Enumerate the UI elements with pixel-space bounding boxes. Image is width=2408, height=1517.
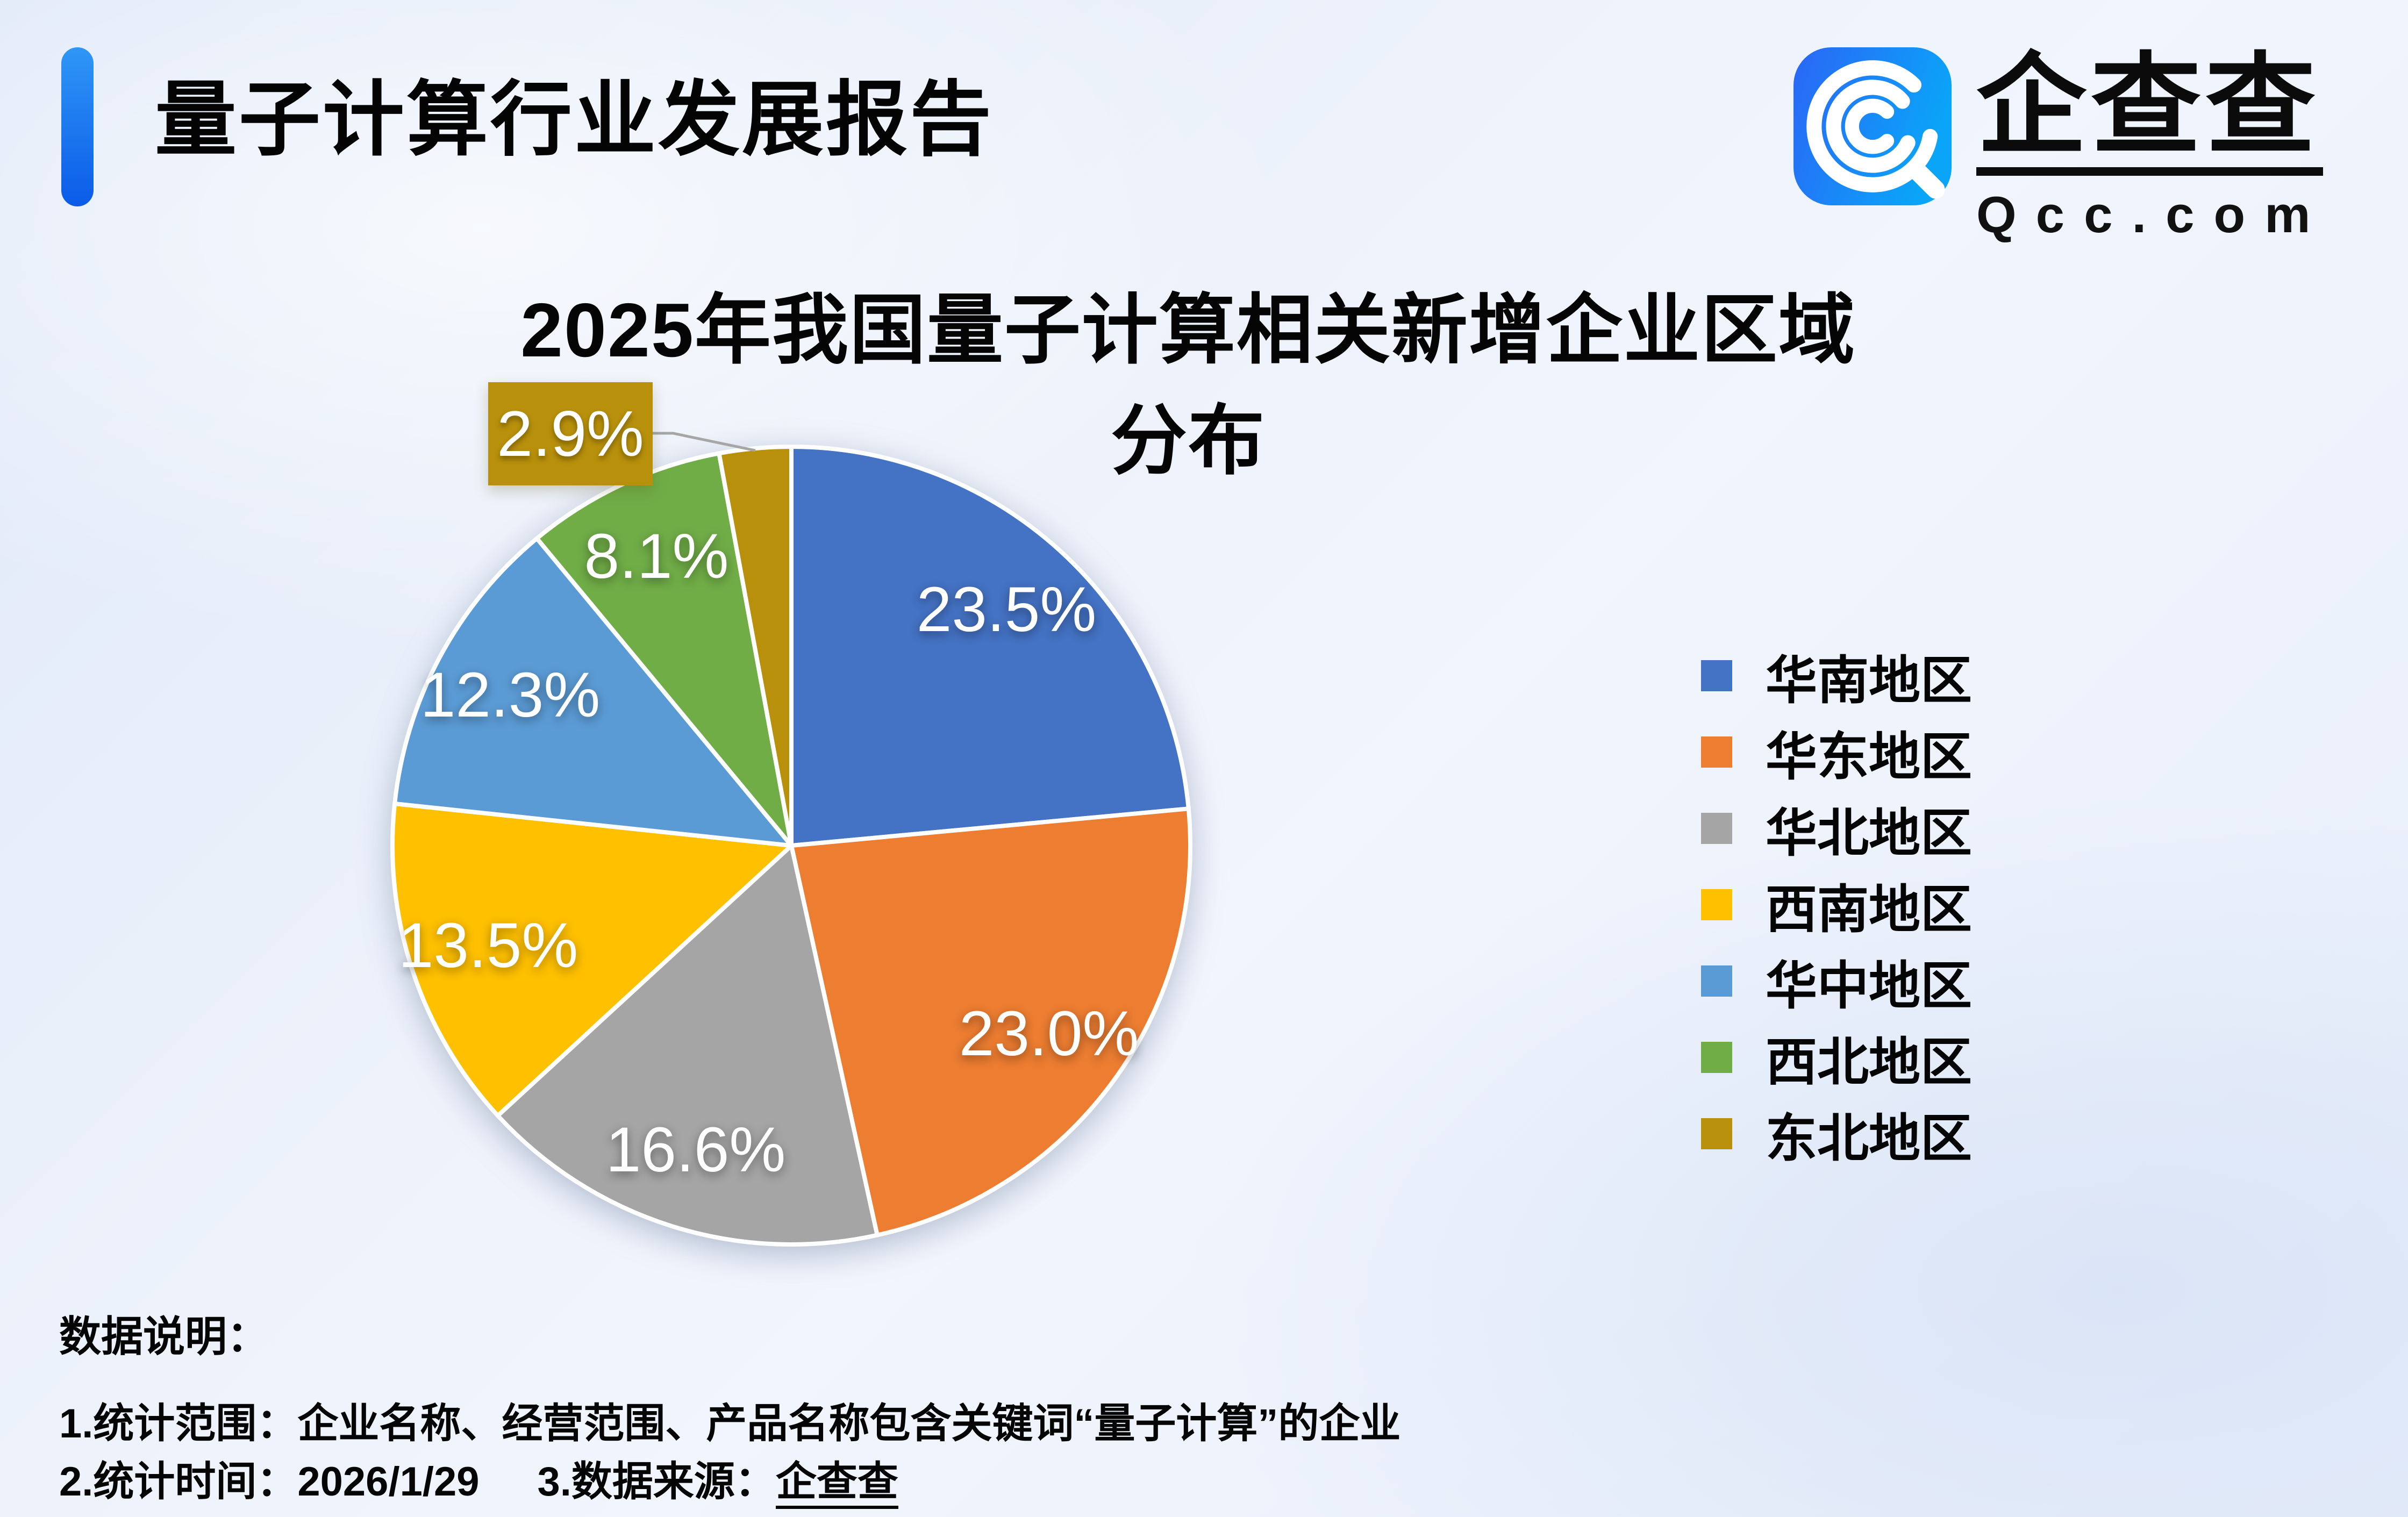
callout-label-box: 2.9% [488, 382, 653, 485]
logo-company-name: 企查查 [1976, 44, 2320, 167]
legend: 华南地区华东地区华北地区西南地区华中地区西北地区东北地区 [1701, 638, 1972, 1172]
notes-source-name: 企查查 [775, 1459, 898, 1509]
chart-title: 2025年我国量子计算相关新增企业区域分布 [520, 288, 1856, 484]
qcc-logo: 企查查 Qcc.com [1794, 47, 2330, 245]
legend-item-2: 华东地区 [1701, 714, 1972, 790]
notes-line-1: 1.统计范围：企业名称、经营范围、产品名称包含关键词“量子计算”的企业 [59, 1401, 1401, 1447]
legend-label: 华中地区 [1766, 957, 1972, 1015]
legend-swatch [1701, 889, 1732, 920]
pie-slice-7 [717, 445, 794, 848]
qcc-logo-text: 企查查 Qcc.com [1976, 47, 2330, 245]
notes-source-prefix: 3.数据来源： [537, 1459, 776, 1505]
logo-domain: Qcc.com [1976, 186, 2330, 244]
legend-label: 东北地区 [1766, 1110, 1972, 1168]
logo-underline [1976, 167, 2323, 176]
notes-stat-time: 2.统计时间：2026/1/29 [59, 1459, 480, 1505]
legend-label: 华北地区 [1766, 804, 1972, 862]
pie-slice-3 [495, 843, 880, 1247]
notes-heading: 数据说明： [59, 1313, 269, 1360]
pie-label-5: 12.3% [420, 660, 601, 731]
pie-slice-4 [390, 802, 794, 1118]
legend-swatch [1701, 813, 1732, 844]
pie-label-6: 8.1% [584, 521, 729, 592]
pie-slice-1 [789, 445, 1191, 848]
legend-item-3: 华北地区 [1701, 790, 1972, 867]
legend-item-5: 华中地区 [1701, 943, 1972, 1019]
pie-slice-2 [789, 806, 1192, 1237]
callout-label: 2.9% [497, 398, 644, 470]
pie-slices [390, 445, 1192, 1247]
callout-leader-line [653, 432, 756, 452]
legend-label: 西南地区 [1766, 881, 1972, 939]
pie-label-3: 16.6% [606, 1114, 786, 1185]
pie-slice-labels: 23.5% 23.0% 16.6% 13.5% 12.3% 8.1% [398, 521, 1139, 1185]
legend-item-4: 西南地区 [1701, 867, 1972, 943]
pie-label-2: 23.0% [959, 998, 1139, 1069]
legend-swatch [1701, 1042, 1732, 1073]
pie-label-1: 23.5% [917, 574, 1097, 645]
legend-label: 西北地区 [1766, 1033, 1972, 1091]
report-title: 量子计算行业发展报告 [155, 74, 994, 166]
accent-bar [61, 47, 94, 206]
legend-item-6: 西北地区 [1701, 1019, 1972, 1096]
legend-item-7: 东北地区 [1701, 1096, 1972, 1172]
notes-line-2: 2.统计时间：2026/1/29 3.数据来源：企查查 [59, 1448, 898, 1509]
legend-swatch [1701, 736, 1732, 768]
legend-label: 华南地区 [1766, 652, 1972, 710]
qcc-logo-icon [1794, 47, 1952, 205]
legend-item-1: 华南地区 [1701, 638, 1972, 714]
legend-swatch [1701, 1118, 1732, 1149]
legend-swatch [1701, 965, 1732, 997]
legend-label: 华东地区 [1766, 728, 1972, 786]
legend-swatch [1701, 660, 1732, 691]
pie-slice-5 [392, 536, 794, 848]
pie-label-4: 13.5% [398, 910, 578, 981]
